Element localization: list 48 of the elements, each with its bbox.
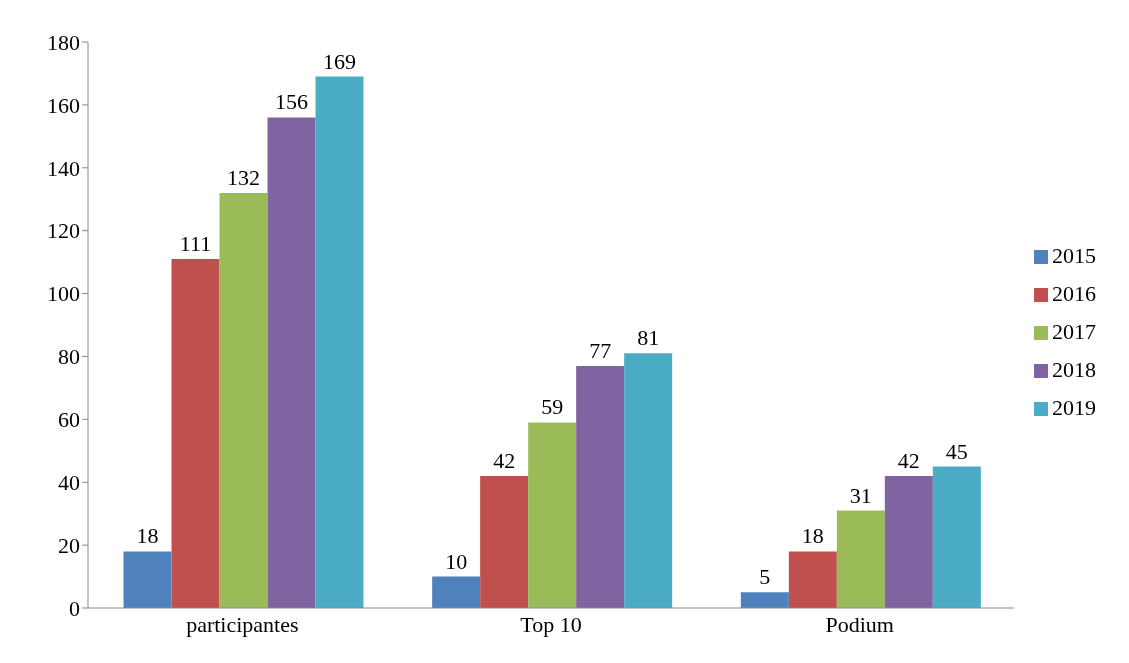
bar — [123, 551, 172, 608]
y-tick-label: 40 — [58, 470, 80, 496]
y-tick-label: 20 — [58, 532, 80, 558]
bar — [884, 475, 933, 608]
data-label: 42 — [493, 447, 516, 473]
data-label: 5 — [759, 564, 771, 590]
data-label: 31 — [849, 482, 872, 508]
y-tick-label: 100 — [47, 281, 80, 307]
y-tick-label: 180 — [47, 29, 80, 55]
bar — [480, 475, 529, 608]
data-label: 59 — [541, 394, 564, 420]
legend-label: 2019 — [1052, 394, 1096, 420]
x-tick-label: participantes — [186, 611, 299, 637]
data-label: 77 — [589, 337, 612, 363]
y-tick-label: 120 — [47, 218, 80, 244]
y-tick-label: 80 — [58, 344, 80, 370]
legend-label: 2015 — [1052, 242, 1096, 268]
data-label: 156 — [275, 89, 308, 115]
bar — [788, 551, 837, 608]
data-label: 18 — [801, 523, 824, 549]
data-label: 10 — [445, 548, 468, 574]
y-tick-label: 140 — [47, 155, 80, 181]
bar — [432, 576, 481, 608]
data-label: 81 — [637, 325, 660, 351]
bar — [528, 422, 577, 608]
legend-label: 2018 — [1052, 356, 1096, 382]
bar — [576, 365, 625, 608]
data-label: 42 — [897, 447, 920, 473]
bar — [219, 192, 268, 608]
bar — [932, 466, 981, 608]
legend-label: 2017 — [1052, 318, 1096, 344]
bar — [740, 592, 789, 608]
data-label: 111 — [179, 230, 212, 256]
data-label: 45 — [945, 438, 968, 464]
bar — [267, 117, 316, 608]
x-tick-label: Podium — [825, 611, 894, 637]
legend-label: 2016 — [1052, 280, 1096, 306]
data-label: 132 — [227, 164, 260, 190]
y-tick-label: 60 — [58, 407, 80, 433]
bar — [315, 76, 364, 608]
y-tick-label: 160 — [47, 92, 80, 118]
bar — [836, 510, 885, 608]
y-tick-label: 0 — [69, 595, 80, 621]
x-tick-label: Top 10 — [520, 611, 582, 637]
bar — [171, 258, 220, 608]
data-label: 18 — [136, 523, 159, 549]
data-label: 169 — [323, 48, 356, 74]
bar — [624, 353, 673, 608]
